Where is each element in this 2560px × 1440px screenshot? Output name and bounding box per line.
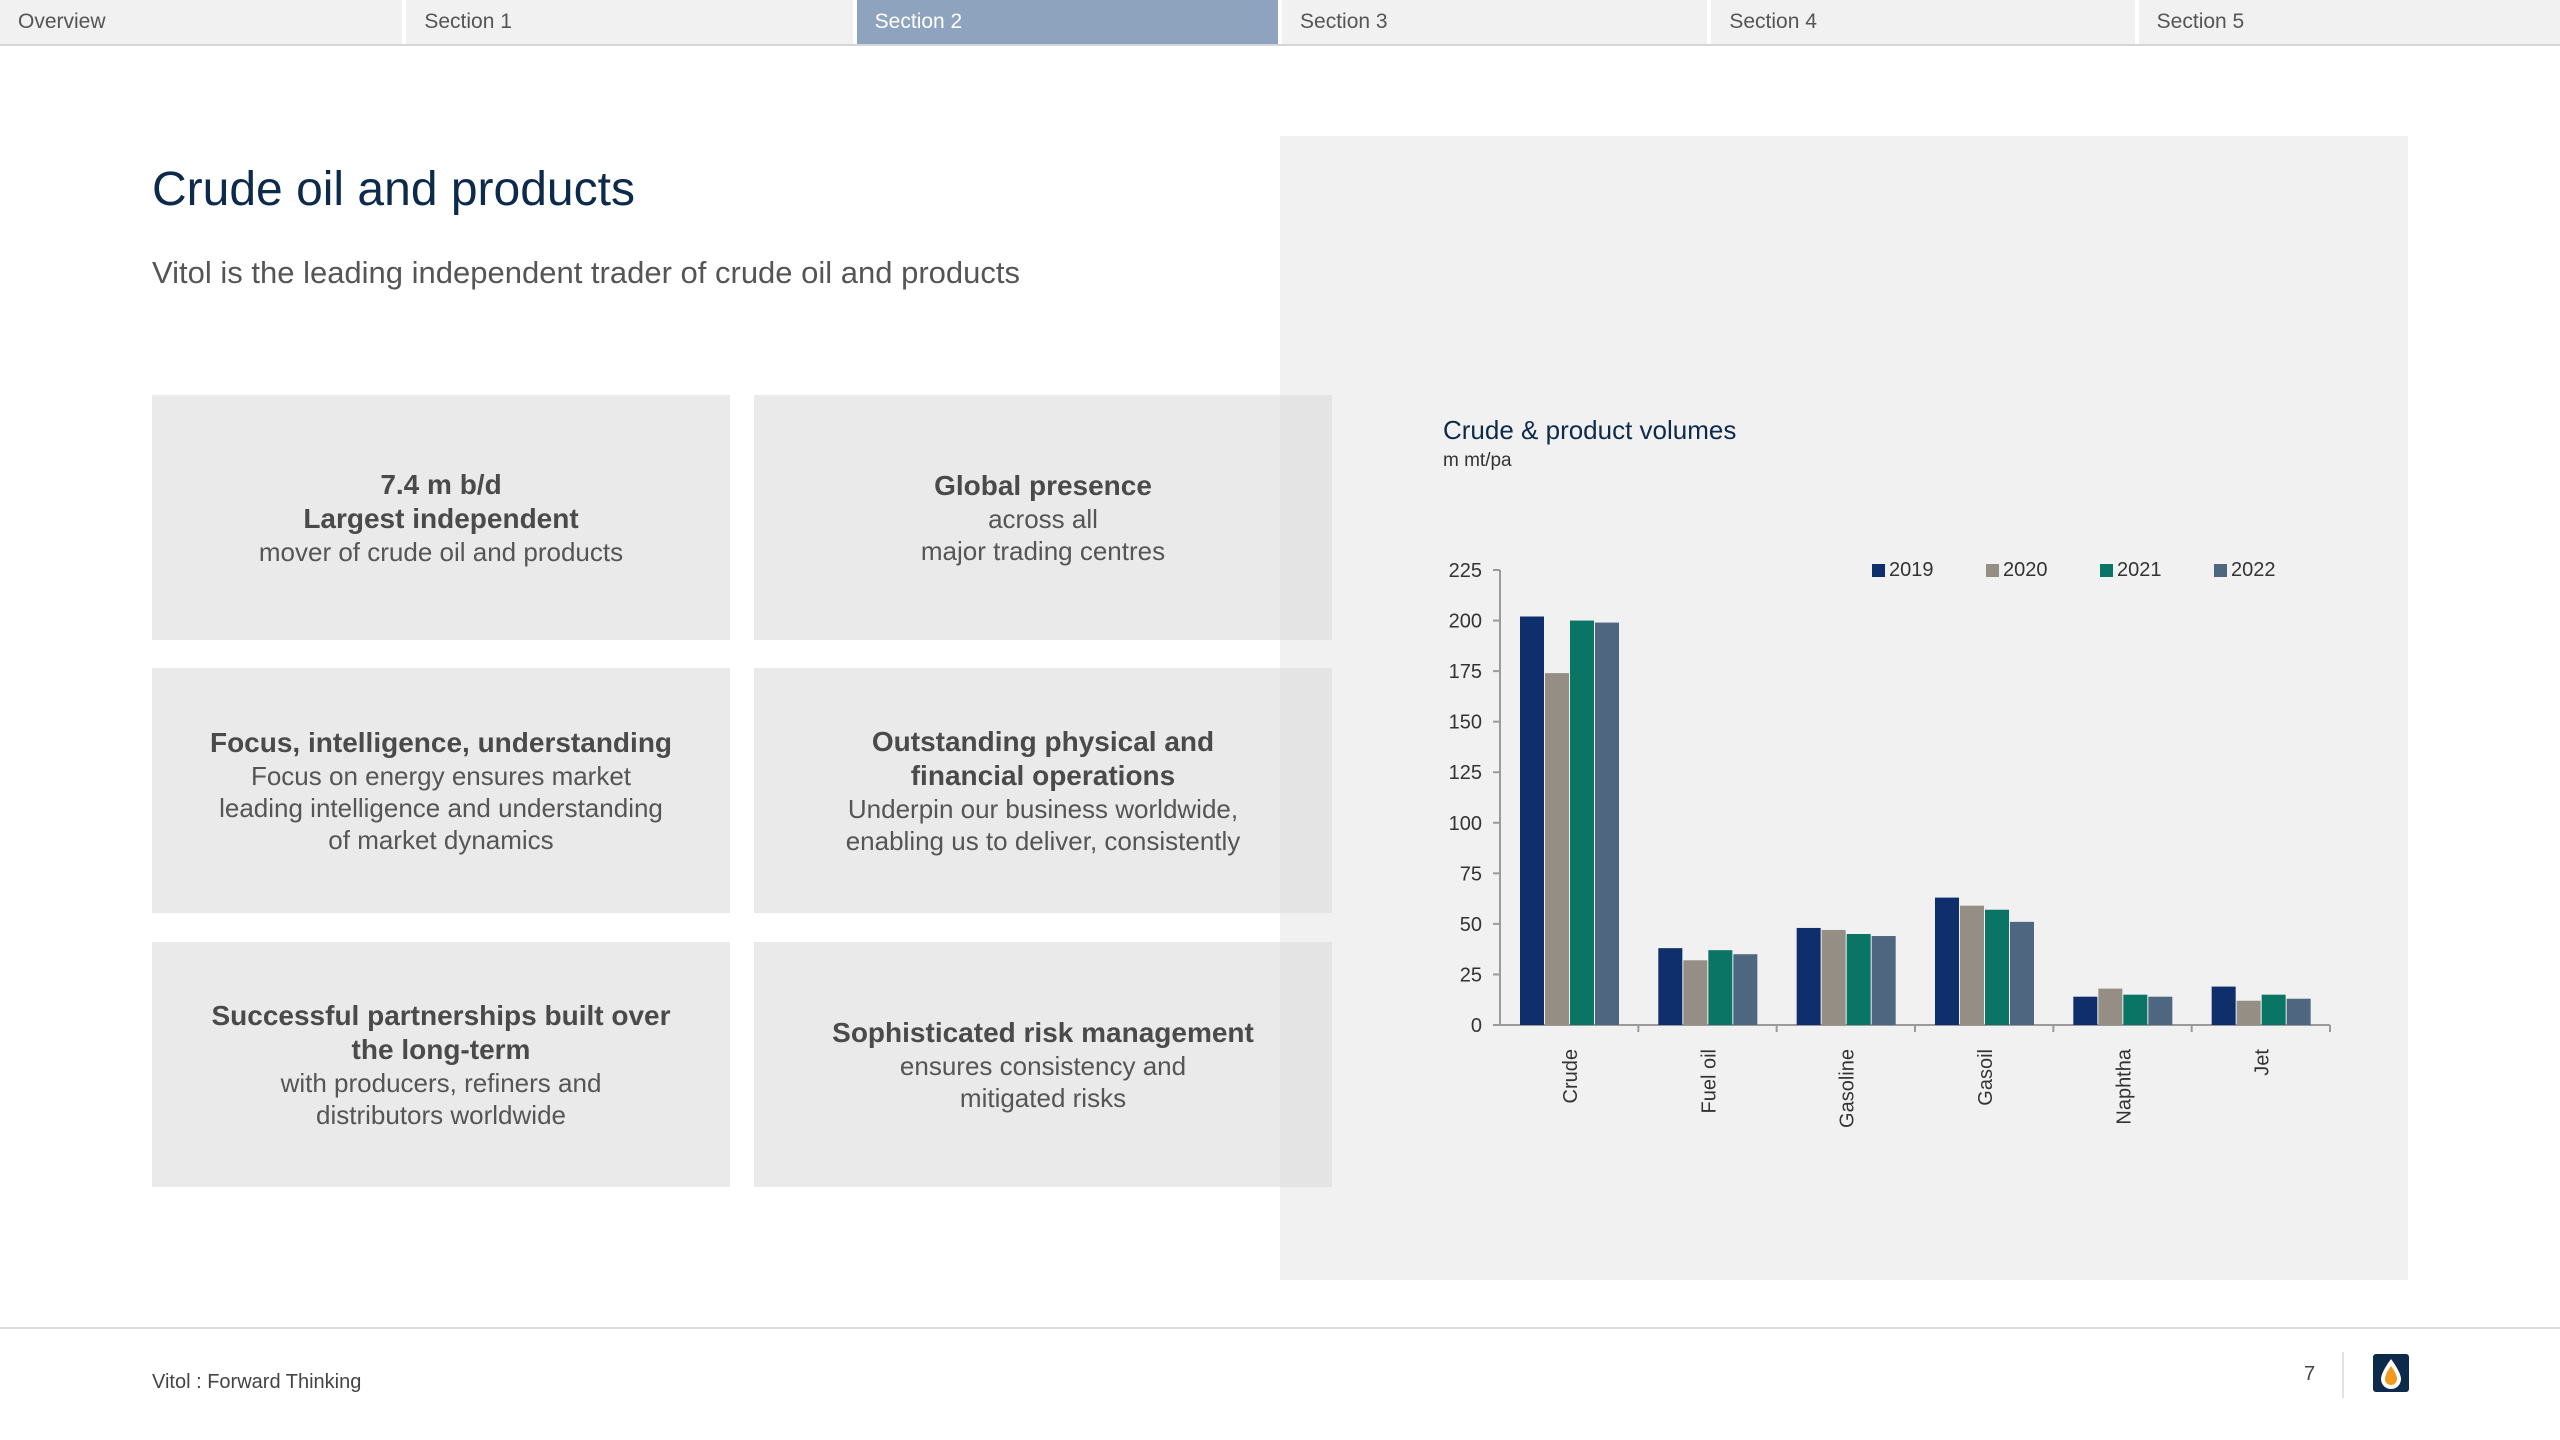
legend-swatch-2021 bbox=[2100, 564, 2113, 577]
chart-title: Crude & product volumes bbox=[1443, 415, 1737, 445]
section-nav: Overview Section 1 Section 2 Section 3 S… bbox=[0, 0, 2560, 46]
x-category-label: Naphtha bbox=[2113, 1048, 2135, 1124]
y-tick-label: 225 bbox=[1449, 560, 1482, 582]
card-title: Successful partnerships built over the l… bbox=[211, 999, 671, 1065]
footer-divider bbox=[0, 1327, 2560, 1329]
bar-2022-gasoline bbox=[1871, 936, 1896, 1025]
card-title: Sophisticated risk management bbox=[832, 1016, 1254, 1048]
bar-2019-naphtha bbox=[2073, 996, 2098, 1025]
tab-overview[interactable]: Overview bbox=[0, 0, 403, 44]
legend-swatch-2019 bbox=[1872, 564, 1885, 577]
page-number: 7 bbox=[2304, 1363, 2316, 1385]
card-title: Global presence bbox=[934, 469, 1152, 501]
bar-2019-jet bbox=[2211, 986, 2236, 1025]
legend-label-2020: 2020 bbox=[2003, 559, 2048, 581]
card-largest-independent: 7.4 m b/d Largest independent mover of c… bbox=[152, 395, 730, 640]
x-category-label: Fuel oil bbox=[1698, 1049, 1720, 1113]
y-tick-label: 50 bbox=[1460, 914, 1482, 936]
bar-2022-naphtha bbox=[2148, 996, 2173, 1025]
x-category-label: Crude bbox=[1560, 1049, 1582, 1103]
tab-section-5[interactable]: Section 5 bbox=[2138, 0, 2560, 44]
y-tick-label: 25 bbox=[1460, 964, 1482, 986]
legend-swatch-2022 bbox=[2214, 564, 2227, 577]
y-tick-label: 100 bbox=[1449, 813, 1482, 835]
card-title: Outstanding physical and financial opera… bbox=[871, 725, 1215, 791]
bar-2021-gasoil bbox=[1985, 909, 2009, 1025]
bar-2021-crude bbox=[1570, 620, 1594, 1025]
bar-2020-gasoil bbox=[1960, 905, 1984, 1025]
bar-2019-gasoline bbox=[1796, 927, 1821, 1025]
tab-section-1[interactable]: Section 1 bbox=[406, 0, 853, 44]
bar-2021-gasoline bbox=[1846, 934, 1871, 1025]
card-operations: Outstanding physical and financial opera… bbox=[754, 668, 1332, 913]
bar-2022-jet bbox=[2286, 998, 2311, 1025]
card-title: Focus, intelligence, understanding bbox=[209, 726, 673, 758]
x-category-label: Gasoline bbox=[1837, 1049, 1859, 1128]
card-body: Underpin our business worldwide, enablin… bbox=[845, 793, 1241, 856]
bar-2020-gasoline bbox=[1821, 929, 1846, 1025]
x-category-label: Gasoil bbox=[1975, 1049, 1997, 1106]
chart-panel bbox=[1280, 136, 2408, 1280]
card-partnerships: Successful partnerships built over the l… bbox=[152, 942, 730, 1187]
y-tick-label: 0 bbox=[1471, 1015, 1482, 1037]
card-body: across all major trading centres bbox=[920, 503, 1166, 566]
bar-2021-jet bbox=[2261, 994, 2286, 1025]
bar-2021-naphtha bbox=[2123, 994, 2148, 1025]
bar-2019-fuel-oil bbox=[1658, 948, 1683, 1025]
bar-2022-fuel-oil bbox=[1733, 954, 1758, 1025]
legend-label-2021: 2021 bbox=[2117, 559, 2162, 581]
bar-2020-jet bbox=[2236, 1000, 2261, 1025]
card-body: mover of crude oil and products bbox=[258, 536, 624, 567]
card-risk-management: Sophisticated risk management ensures co… bbox=[754, 942, 1332, 1187]
y-tick-label: 150 bbox=[1449, 712, 1482, 734]
bar-2020-fuel-oil bbox=[1683, 960, 1708, 1025]
y-tick-label: 75 bbox=[1460, 863, 1482, 885]
bar-2020-crude bbox=[1545, 673, 1569, 1025]
tab-section-4[interactable]: Section 4 bbox=[1711, 0, 2135, 44]
y-tick-label: 125 bbox=[1449, 762, 1482, 784]
page-subtitle: Vitol is the leading independent trader … bbox=[152, 255, 1021, 290]
card-global-presence: Global presence across all major trading… bbox=[754, 395, 1332, 640]
legend-label-2022: 2022 bbox=[2231, 559, 2276, 581]
bar-2022-crude bbox=[1595, 622, 1619, 1025]
page-title: Crude oil and products bbox=[152, 163, 635, 216]
card-title: 7.4 m b/d Largest independent bbox=[303, 468, 579, 534]
legend-label-2019: 2019 bbox=[1889, 559, 1934, 581]
footer-text: Vitol : Forward Thinking bbox=[152, 1371, 362, 1393]
card-focus-intelligence: Focus, intelligence, understanding Focus… bbox=[152, 668, 730, 913]
bar-chart: 0 25 50 75 100 125 150 175 200 225 Crude Fuel oil Ga… bbox=[1449, 559, 2331, 1128]
bar-2020-naphtha bbox=[2098, 988, 2123, 1025]
card-body: Focus on energy ensures market leading i… bbox=[219, 760, 663, 855]
chart-unit: m mt/pa bbox=[1443, 450, 1512, 471]
vitol-logo-icon bbox=[2373, 1354, 2409, 1392]
x-category-label: Jet bbox=[2252, 1049, 2274, 1076]
footer-separator bbox=[2342, 1352, 2344, 1398]
bar-2019-gasoil bbox=[1935, 897, 1959, 1025]
tab-section-3[interactable]: Section 3 bbox=[1282, 0, 1708, 44]
card-body: with producers, refiners and distributor… bbox=[280, 1067, 602, 1130]
bar-2021-fuel-oil bbox=[1708, 950, 1733, 1025]
y-tick-label: 200 bbox=[1449, 611, 1482, 633]
card-body: ensures consistency and mitigated risks bbox=[899, 1050, 1187, 1113]
bar-2022-gasoil bbox=[2010, 921, 2034, 1025]
legend-swatch-2020 bbox=[1986, 564, 1999, 577]
bar-2019-crude bbox=[1520, 616, 1544, 1025]
y-tick-label: 175 bbox=[1449, 661, 1482, 683]
tab-section-2[interactable]: Section 2 bbox=[856, 0, 1279, 44]
